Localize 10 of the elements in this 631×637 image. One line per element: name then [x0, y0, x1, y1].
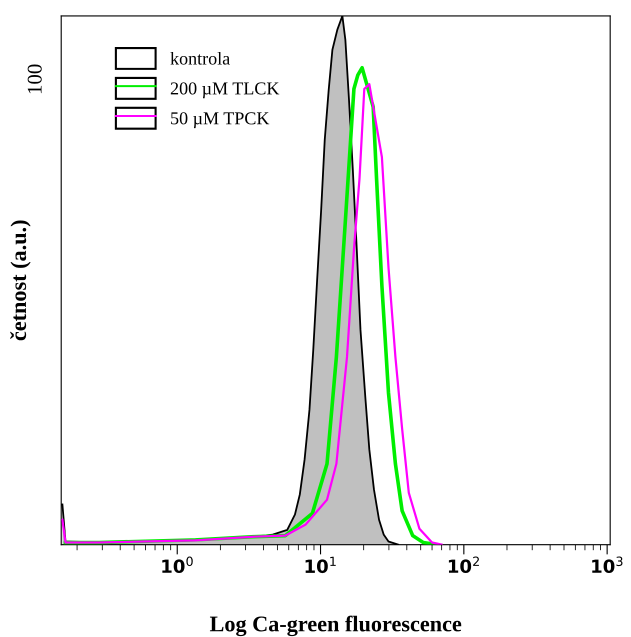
x-tick-label: 10$^{3}$ [592, 556, 622, 574]
text: 100 [28, 64, 42, 94]
x-tick-label: 10$^{0}$ [162, 556, 193, 574]
legend-label: 50 µM TPCK [171, 112, 270, 128]
legend-label: 200 µM TLCK [170, 82, 280, 98]
x-axis-title: Log Ca-green fluorescence [210, 616, 462, 636]
x-tick-label: 10$^{1}$ [306, 556, 336, 574]
x-tick-label: 10$^{2}$ [448, 556, 479, 574]
legend-label: kontrola [170, 52, 230, 65]
y-axis-title: četnost (a.u.) [10, 220, 31, 340]
